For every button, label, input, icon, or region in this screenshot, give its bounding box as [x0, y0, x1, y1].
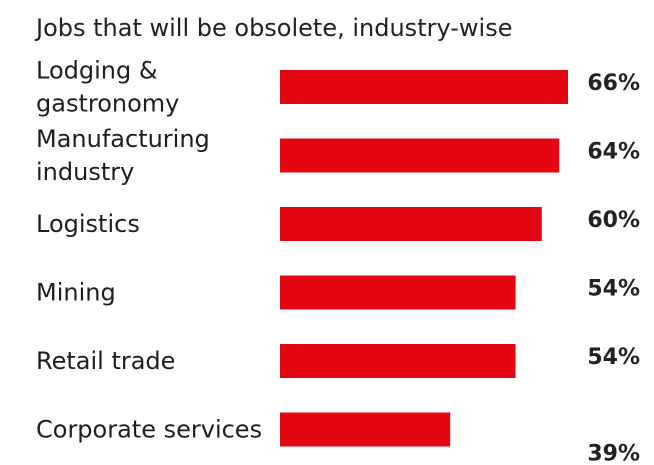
value-label-1: 64%: [587, 140, 640, 165]
category-label-1-line-0: Manufacturing: [36, 125, 210, 153]
chart-title: Jobs that will be obsolete, industry-wis…: [34, 14, 512, 42]
bar-1: [280, 138, 560, 173]
bar-3: [280, 275, 516, 310]
value-label-0: 66%: [587, 71, 640, 96]
bar-0: [280, 70, 568, 104]
bar-2: [280, 207, 542, 241]
value-label-5: 39%: [587, 442, 640, 465]
category-label-4-line-0: Retail trade: [36, 347, 175, 375]
value-label-2: 60%: [587, 208, 640, 233]
category-label-2-line-0: Logistics: [36, 210, 140, 238]
category-label-1-line-1: industry: [36, 158, 134, 186]
category-label-3-line-0: Mining: [36, 279, 116, 307]
category-labels-group: Lodging & gastronomy Manufacturing industry…: [36, 57, 262, 444]
category-label-0-line-0: Lodging &: [36, 57, 158, 85]
bar-5: [280, 412, 451, 447]
value-labels-group: 66% 64% 60% 54% 54% 39%: [587, 71, 640, 465]
value-label-3: 54%: [587, 277, 640, 302]
category-label-5-line-0: Corporate services: [36, 416, 262, 444]
bars-group: [280, 70, 568, 447]
value-label-4: 54%: [587, 345, 640, 370]
bar-4: [280, 344, 516, 378]
category-label-0-line-1: gastronomy: [36, 90, 179, 118]
